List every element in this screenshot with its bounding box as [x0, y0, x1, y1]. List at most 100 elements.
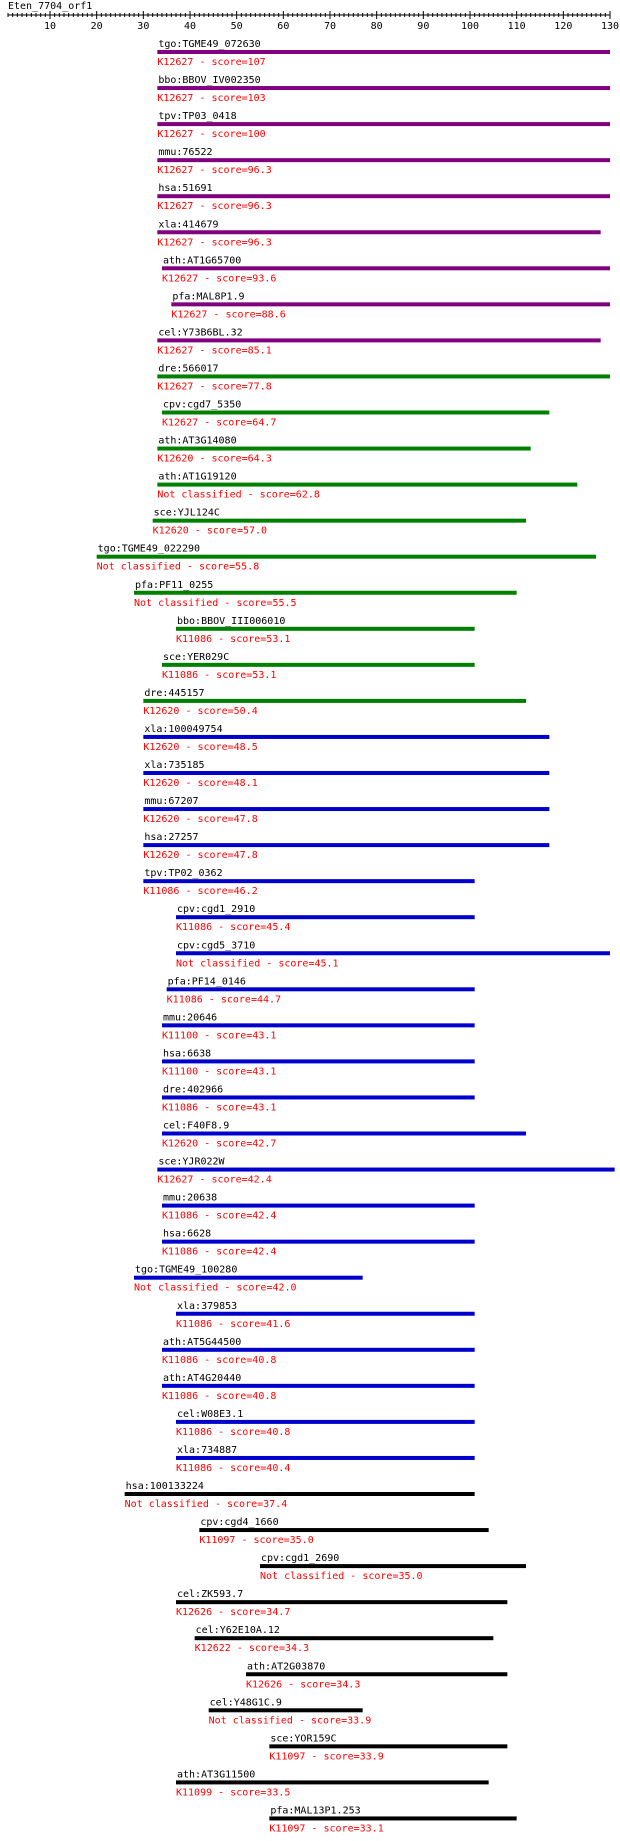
hit-gene-label[interactable]: hsa:100133224: [126, 1481, 204, 1492]
hit-alignment-bar[interactable]: [162, 1059, 475, 1064]
hit-row[interactable]: dre:402966 K11086 - score=43.1: [162, 1084, 475, 1113]
hit-row[interactable]: cel:Y62E10A.12 K12622 - score=34.3: [194, 1625, 494, 1654]
hit-row[interactable]: bbo:BBOV_III006010 K11086 - score=53.1: [176, 616, 475, 645]
hit-alignment-bar[interactable]: [208, 1708, 363, 1713]
hit-ko-score-label[interactable]: K12627 - score=107: [157, 57, 265, 68]
hit-alignment-bar[interactable]: [157, 1167, 615, 1172]
hit-row[interactable]: dre:566017 K12627 - score=77.8: [157, 363, 611, 392]
hit-alignment-bar[interactable]: [124, 1492, 475, 1496]
hit-gene-label[interactable]: xla:100049754: [144, 724, 222, 735]
hit-gene-label[interactable]: bbo:BBOV_IV002350: [158, 75, 260, 86]
hit-ko-score-label[interactable]: K12627 - score=85.1: [157, 345, 271, 356]
hit-gene-label[interactable]: tgo:TGME49_100280: [135, 1265, 237, 1276]
hit-ko-score-label[interactable]: K12620 - score=47.8: [143, 814, 257, 825]
hit-alignment-bar[interactable]: [162, 1023, 475, 1028]
hit-row[interactable]: hsa:51691 K12627 - score=96.3: [157, 183, 611, 212]
hit-row[interactable]: ath:AT1G65700 K12627 - score=93.6: [162, 255, 610, 284]
hit-ko-score-label[interactable]: K11086 - score=45.4: [176, 922, 290, 933]
hit-ko-score-label[interactable]: K12627 - score=103: [157, 93, 265, 104]
hit-alignment-bar[interactable]: [260, 1564, 526, 1569]
hit-gene-label[interactable]: ath:AT1G19120: [158, 472, 236, 483]
hit-alignment-bar[interactable]: [157, 158, 611, 163]
hit-row[interactable]: xla:734887 K11086 - score=40.4: [176, 1445, 475, 1474]
hit-row[interactable]: cel:F40F8.9 K12620 - score=42.7: [162, 1121, 526, 1150]
hit-ko-score-label[interactable]: K11086 - score=46.2: [143, 886, 257, 897]
hit-gene-label[interactable]: cel:Y48G1C.9: [210, 1697, 282, 1708]
hit-gene-label[interactable]: pfa:MAL13P1.253: [270, 1805, 360, 1816]
hit-row[interactable]: mmu:20638 K11086 - score=42.4: [162, 1193, 475, 1222]
hit-ko-score-label[interactable]: K11097 - score=35.0: [199, 1535, 313, 1546]
hit-alignment-bar[interactable]: [176, 915, 475, 920]
hit-gene-label[interactable]: mmu:20638: [163, 1193, 217, 1204]
hit-gene-label[interactable]: ath:AT3G11500: [177, 1769, 255, 1780]
hit-alignment-bar[interactable]: [143, 807, 550, 812]
hit-gene-label[interactable]: cpv:cgd7_5350: [163, 400, 241, 411]
hit-row[interactable]: mmu:67207 K12620 - score=47.8: [143, 796, 550, 825]
hit-ko-score-label[interactable]: K11100 - score=43.1: [162, 1030, 276, 1041]
hit-ko-score-label[interactable]: K11100 - score=43.1: [162, 1066, 276, 1077]
hit-alignment-bar[interactable]: [269, 1816, 517, 1821]
hit-row[interactable]: pfa:MAL8P1.9 K12627 - score=88.6: [171, 291, 611, 320]
hit-ko-score-label[interactable]: K12626 - score=34.3: [246, 1679, 360, 1690]
hit-row[interactable]: mmu:76522 K12627 - score=96.3: [157, 147, 611, 176]
hit-row[interactable]: sce:YOR159C K11097 - score=33.9: [269, 1733, 508, 1762]
hit-ko-score-label[interactable]: K11086 - score=53.1: [162, 670, 276, 681]
hit-row[interactable]: cpv:cgd1_2690 Not classified - score=35.0: [260, 1553, 526, 1582]
hit-ko-score-label[interactable]: Not classified - score=55.8: [97, 562, 260, 573]
hit-ko-score-label[interactable]: K11086 - score=42.4: [162, 1247, 276, 1258]
hit-gene-label[interactable]: xla:414679: [158, 219, 218, 230]
hit-row[interactable]: xla:379853 K11086 - score=41.6: [176, 1301, 475, 1330]
hit-row[interactable]: ath:AT3G14080 K12620 - score=64.3: [157, 436, 531, 465]
hit-alignment-bar[interactable]: [176, 1455, 475, 1460]
hit-alignment-bar[interactable]: [157, 230, 601, 235]
hit-row[interactable]: ath:AT2G03870 K12626 - score=34.3: [246, 1661, 508, 1690]
hit-ko-score-label[interactable]: K11099 - score=33.5: [176, 1787, 290, 1798]
hit-ko-score-label[interactable]: K12627 - score=100: [157, 129, 265, 140]
hit-ko-score-label[interactable]: K12620 - score=64.3: [157, 454, 271, 465]
hit-gene-label[interactable]: hsa:6638: [163, 1048, 211, 1059]
hit-alignment-bar[interactable]: [134, 1275, 363, 1280]
hit-row[interactable]: tgo:TGME49_072630 K12627 - score=107: [157, 39, 611, 68]
hit-alignment-bar[interactable]: [176, 1311, 475, 1316]
hit-gene-label[interactable]: pfa:MAL8P1.9: [172, 291, 244, 302]
hit-ko-score-label[interactable]: K11086 - score=40.8: [176, 1427, 290, 1438]
hit-alignment-bar[interactable]: [162, 1239, 475, 1244]
hit-alignment-bar[interactable]: [143, 843, 550, 848]
hit-row[interactable]: cpv:cgd4_1660 K11097 - score=35.0: [199, 1517, 489, 1546]
hit-row[interactable]: pfa:MAL13P1.253 K11097 - score=33.1: [269, 1805, 517, 1834]
hit-ko-score-label[interactable]: K12627 - score=96.3: [157, 201, 271, 212]
hit-ko-score-label[interactable]: K11086 - score=42.4: [162, 1211, 276, 1222]
hit-gene-label[interactable]: ath:AT1G65700: [163, 255, 241, 266]
hit-gene-label[interactable]: mmu:20646: [163, 1012, 217, 1023]
hit-alignment-bar[interactable]: [162, 1347, 475, 1352]
hit-row[interactable]: hsa:100133224 Not classified - score=37.4: [124, 1481, 475, 1510]
hit-row[interactable]: tpv:TP02_0362 K11086 - score=46.2: [143, 868, 475, 897]
hit-row[interactable]: hsa:6638 K11100 - score=43.1: [162, 1048, 475, 1077]
hit-gene-label[interactable]: sce:YER029C: [163, 652, 229, 663]
hit-ko-score-label[interactable]: K12627 - score=42.4: [157, 1175, 271, 1186]
hit-row[interactable]: xla:414679 K12627 - score=96.3: [157, 219, 601, 248]
hit-alignment-bar[interactable]: [162, 1131, 526, 1136]
hit-row[interactable]: xla:735185 K12620 - score=48.1: [143, 760, 550, 789]
hit-alignment-bar[interactable]: [152, 518, 526, 523]
hit-alignment-bar[interactable]: [176, 1419, 475, 1424]
hit-alignment-bar[interactable]: [199, 1528, 489, 1533]
hit-row[interactable]: cpv:cgd5_3710 Not classified - score=45.1: [176, 940, 610, 969]
hit-gene-label[interactable]: cpv:cgd4_1660: [200, 1517, 278, 1528]
hit-ko-score-label[interactable]: K12627 - score=77.8: [157, 381, 271, 392]
hit-ko-score-label[interactable]: K12620 - score=48.5: [143, 742, 257, 753]
hit-gene-label[interactable]: hsa:27257: [144, 832, 198, 843]
hit-row[interactable]: sce:YJL124C K12620 - score=57.0: [152, 508, 526, 537]
hit-gene-label[interactable]: cel:F40F8.9: [163, 1121, 229, 1132]
hit-gene-label[interactable]: dre:445157: [144, 688, 204, 699]
hit-gene-label[interactable]: dre:566017: [158, 363, 218, 374]
hit-gene-label[interactable]: sce:YJL124C: [154, 508, 220, 519]
hit-gene-label[interactable]: ath:AT4G20440: [163, 1373, 241, 1384]
hit-alignment-bar[interactable]: [162, 1203, 475, 1208]
hit-alignment-bar[interactable]: [157, 194, 611, 199]
hit-row[interactable]: tpv:TP03_0418 K12627 - score=100: [157, 111, 611, 140]
hit-ko-score-label[interactable]: Not classified - score=35.0: [260, 1571, 423, 1582]
hit-alignment-bar[interactable]: [162, 410, 550, 415]
hit-gene-label[interactable]: sce:YJR022W: [158, 1157, 225, 1168]
hit-gene-label[interactable]: mmu:76522: [158, 147, 212, 158]
